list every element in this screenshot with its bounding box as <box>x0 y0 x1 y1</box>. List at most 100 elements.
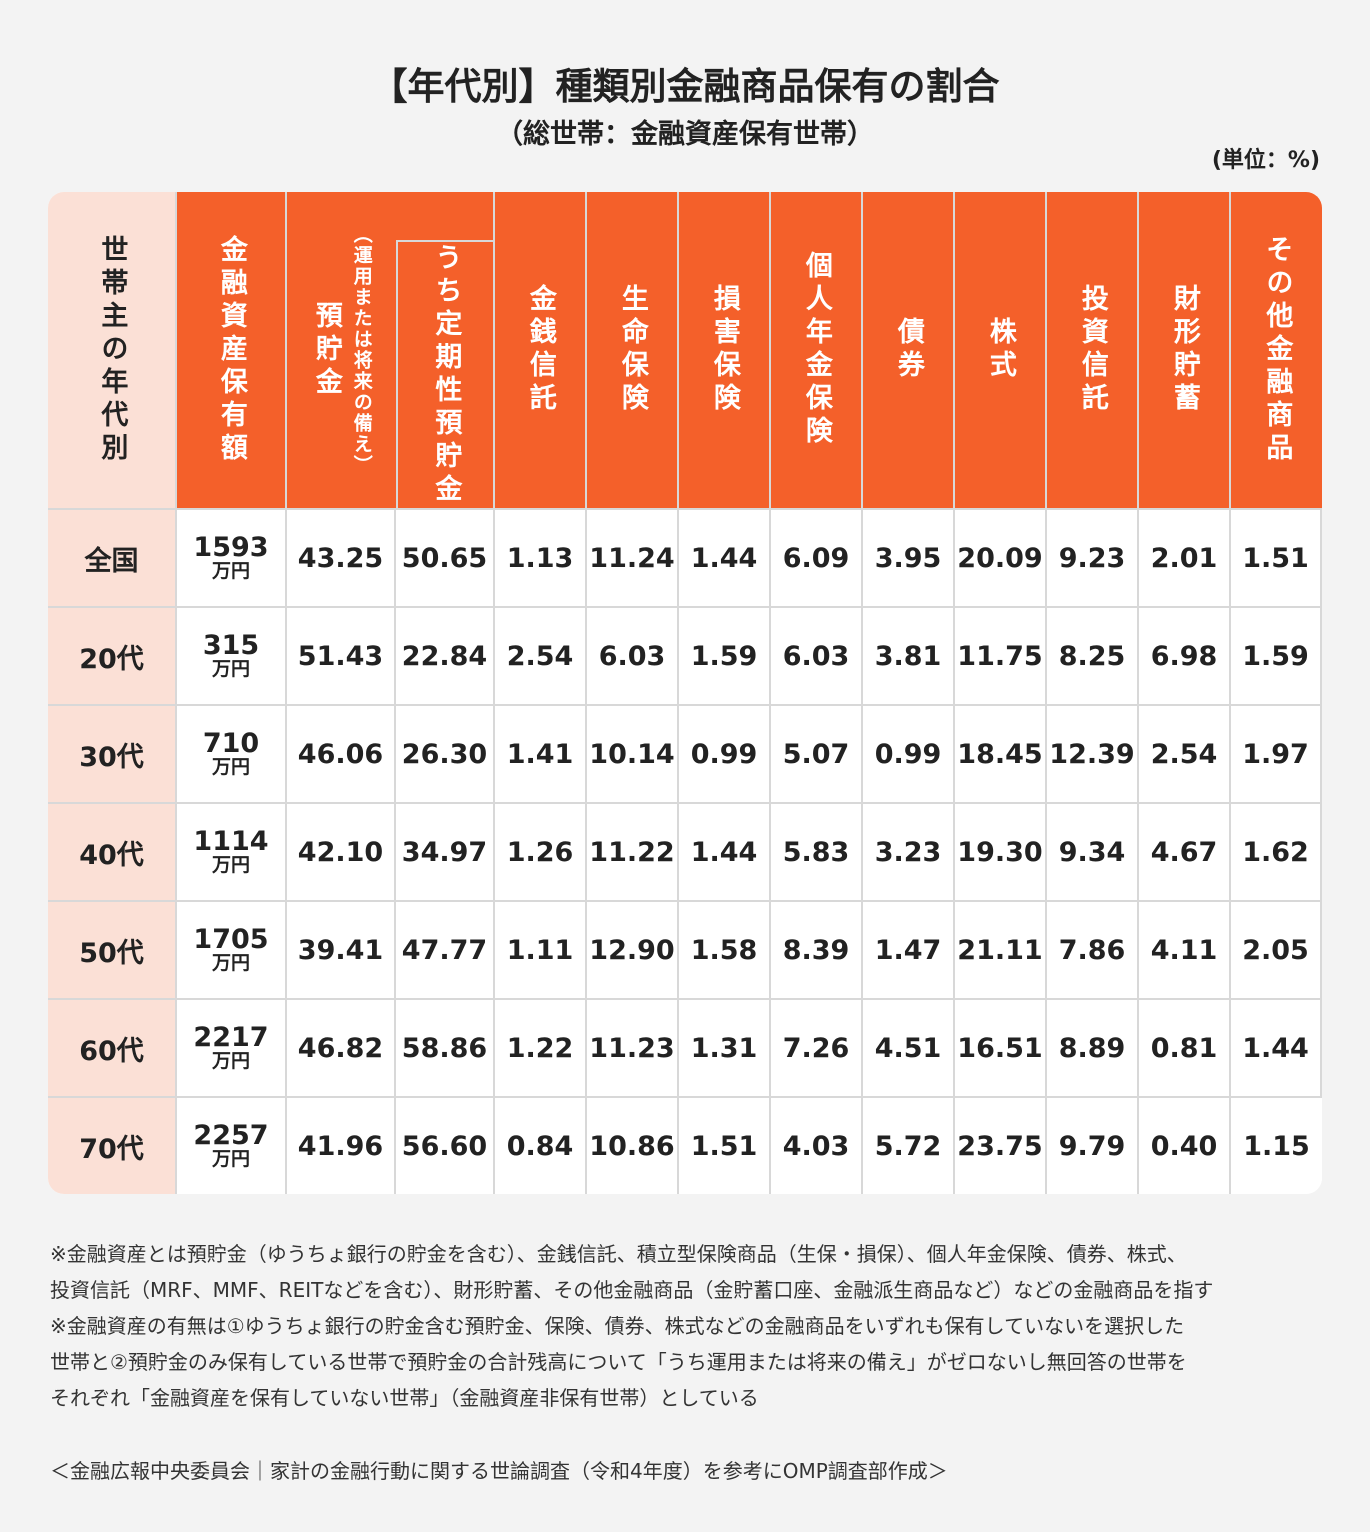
value-cell: 7.26 <box>771 998 863 1096</box>
value-cell: 19.30 <box>955 802 1047 900</box>
value-cell: 1.31 <box>679 998 771 1096</box>
value-cell: 0.81 <box>1139 998 1231 1096</box>
value-cell: 43.25 <box>287 508 396 606</box>
data-table: 世帯主の年代別 金融資産保有額 預貯金 （運用または将来の備え） うち定期性預貯金 金銭信… <box>48 192 1322 1194</box>
chart-title: 【年代別】種類別金融商品保有の割合 <box>370 65 1000 108</box>
value-cell: 1.26 <box>495 802 587 900</box>
header-column: 財形貯蓄 <box>1139 192 1231 508</box>
amount-cell: 1705 万円 <box>177 900 287 998</box>
row-label: 60代 <box>48 998 177 1096</box>
value-cell: 1.62 <box>1231 802 1322 900</box>
amount-cell: 315 万円 <box>177 606 287 704</box>
value-cell: 4.11 <box>1139 900 1231 998</box>
amount-value: 1705 <box>193 923 269 955</box>
header-text: 債券 <box>892 317 924 383</box>
header-text: 財形貯蓄 <box>1168 284 1200 416</box>
header-deposits: 預貯金 （運用または将来の備え） <box>287 192 396 508</box>
amount-cell: 2217 万円 <box>177 998 287 1096</box>
value-cell: 10.86 <box>587 1096 679 1194</box>
footnote-line: それぞれ「金融資産を保有していない世帯」（金融資産非保有世帯）としている <box>50 1386 759 1410</box>
footnote-line: ※金融資産とは預貯金（ゆうちょ銀行の貯金を含む）、金銭信託、積立型保険商品（生保… <box>50 1242 1187 1266</box>
value-cell: 1.44 <box>679 802 771 900</box>
value-cell: 5.07 <box>771 704 863 802</box>
value-cell: 1.58 <box>679 900 771 998</box>
value-cell: 50.65 <box>396 508 495 606</box>
amount-value: 1114 <box>193 825 269 857</box>
row-label: 40代 <box>48 802 177 900</box>
amount-value: 1593 <box>193 531 269 563</box>
amount-cell: 710 万円 <box>177 704 287 802</box>
value-cell: 8.89 <box>1047 998 1139 1096</box>
value-cell: 1.51 <box>1231 508 1322 606</box>
value-cell: 22.84 <box>396 606 495 704</box>
value-cell: 1.51 <box>679 1096 771 1194</box>
value-cell: 5.72 <box>863 1096 955 1194</box>
value-cell: 9.34 <box>1047 802 1139 900</box>
value-cell: 10.14 <box>587 704 679 802</box>
header-text: 株式 <box>984 317 1016 383</box>
header-column: 投資信託 <box>1047 192 1139 508</box>
header-column: 株式 <box>955 192 1047 508</box>
header-column: その他金融商品 <box>1231 192 1322 508</box>
source-credit: ＜金融広報中央委員会｜家計の金融行動に関する世論調査（令和4年度）を参考にOMP… <box>50 1459 948 1483</box>
value-cell: 6.03 <box>587 606 679 704</box>
value-cell: 1.41 <box>495 704 587 802</box>
value-cell: 3.23 <box>863 802 955 900</box>
value-cell: 26.30 <box>396 704 495 802</box>
row-label: 20代 <box>48 606 177 704</box>
header-row-label: 世帯主の年代別 <box>48 192 177 508</box>
header-text: その他金融商品 <box>1261 234 1293 466</box>
header-text: 金銭信託 <box>524 284 556 416</box>
amount-cell: 1593 万円 <box>177 508 287 606</box>
value-cell: 18.45 <box>955 704 1047 802</box>
value-cell: 4.67 <box>1139 802 1231 900</box>
value-cell: 34.97 <box>396 802 495 900</box>
value-cell: 6.98 <box>1139 606 1231 704</box>
value-cell: 4.51 <box>863 998 955 1096</box>
footnote-line: 投資信託（MRF、MMF、REITなどを含む）、財形貯蓄、その他金融商品（金貯蓄… <box>50 1278 1214 1302</box>
value-cell: 41.96 <box>287 1096 396 1194</box>
value-cell: 1.15 <box>1231 1096 1322 1194</box>
header-text: 世帯主の年代別 <box>96 234 128 466</box>
amount-unit: 万円 <box>211 1050 250 1073</box>
value-cell: 1.59 <box>679 606 771 704</box>
value-cell: 4.03 <box>771 1096 863 1194</box>
value-cell: 11.23 <box>587 998 679 1096</box>
value-cell: 46.82 <box>287 998 396 1096</box>
row-label: 50代 <box>48 900 177 998</box>
header-text: 損害保険 <box>708 284 740 416</box>
header-text: 預貯金 <box>310 300 342 400</box>
amount-unit: 万円 <box>211 952 250 975</box>
amount-unit: 万円 <box>211 756 250 779</box>
header-column: 損害保険 <box>679 192 771 508</box>
value-cell: 42.10 <box>287 802 396 900</box>
value-cell: 8.25 <box>1047 606 1139 704</box>
row-label: 30代 <box>48 704 177 802</box>
value-cell: 51.43 <box>287 606 396 704</box>
row-label: 70代 <box>48 1096 177 1194</box>
header-text: 生命保険 <box>616 284 648 416</box>
header-text: うち定期性預貯金 <box>430 243 462 507</box>
value-cell: 1.22 <box>495 998 587 1096</box>
value-cell: 20.09 <box>955 508 1047 606</box>
value-cell: 1.59 <box>1231 606 1322 704</box>
value-cell: 1.47 <box>863 900 955 998</box>
value-cell: 1.44 <box>1231 998 1322 1096</box>
value-cell: 56.60 <box>396 1096 495 1194</box>
chart-subtitle: （総世帯：金融資産保有世帯） <box>496 119 874 150</box>
value-cell: 58.86 <box>396 998 495 1096</box>
amount-unit: 万円 <box>211 854 250 877</box>
value-cell: 11.75 <box>955 606 1047 704</box>
footnotes: ※金融資産とは預貯金（ゆうちょ銀行の貯金を含む）、金銭信託、積立型保険商品（生保… <box>50 1236 1213 1416</box>
value-cell: 46.06 <box>287 704 396 802</box>
value-cell: 6.09 <box>771 508 863 606</box>
header-amount: 金融資産保有額 <box>177 192 287 508</box>
value-cell: 11.24 <box>587 508 679 606</box>
value-cell: 8.39 <box>771 900 863 998</box>
amount-value: 710 <box>202 727 260 759</box>
value-cell: 7.86 <box>1047 900 1139 998</box>
header-text: 投資信託 <box>1076 284 1108 416</box>
header-column: 個人年金保険 <box>771 192 863 508</box>
footnote-line: 世帯と②預貯金のみ保有している世帯で預貯金の合計残高について「うち運用または将来… <box>50 1350 1187 1374</box>
